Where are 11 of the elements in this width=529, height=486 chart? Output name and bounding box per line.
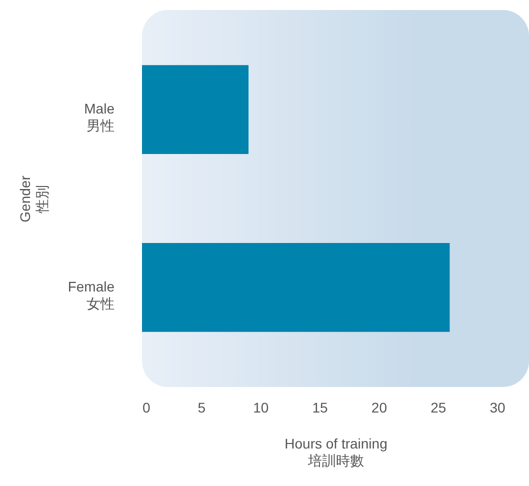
x-tick-label: 0 xyxy=(142,400,150,416)
x-tick-label: 10 xyxy=(253,400,269,416)
y-tick-label: Female 女性 xyxy=(68,278,115,312)
x-tick-label: 25 xyxy=(430,400,446,416)
x-tick-label: 20 xyxy=(371,400,388,416)
x-axis-title: Hours of training 培訓時數 xyxy=(284,436,388,468)
y-axis-title: Gender 性別 xyxy=(16,175,50,222)
y-tick-label: Male 男性 xyxy=(84,100,115,134)
x-tick-label: 15 xyxy=(312,400,328,416)
x-tick-label: 30 xyxy=(490,400,506,416)
x-tick-label: 5 xyxy=(198,400,206,416)
